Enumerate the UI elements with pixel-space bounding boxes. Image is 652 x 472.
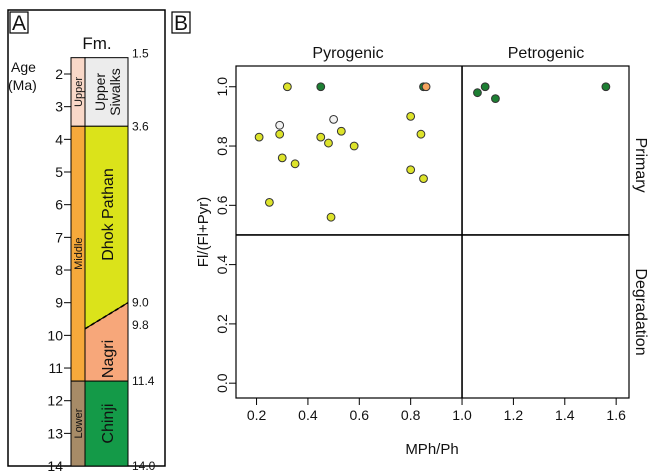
data-point-6 (329, 114, 339, 124)
boundary-age-9-8: 9.8 (132, 318, 149, 332)
x-tick-label-0-2: 0.2 (247, 407, 267, 423)
boundary-age-14-0: 14.0 (132, 459, 156, 472)
data-point-16 (326, 212, 336, 222)
boundary-age-9-0: 9.0 (132, 296, 149, 310)
y-tick-label-0-8: 0.8 (214, 136, 230, 156)
formation-nagri-label: Nagri (100, 340, 117, 378)
data-point-20 (419, 174, 428, 184)
data-point-19 (406, 165, 416, 175)
formation-header: Fm. (82, 34, 111, 53)
age-tick-label-14: 14 (47, 458, 63, 472)
boundary-age-11-4: 11.4 (132, 374, 155, 388)
x-tick-label-1-4: 1.4 (555, 407, 575, 423)
region-label-petrogenic: Petrogenic (508, 45, 585, 62)
x-tick-label-1-2: 1.2 (504, 407, 524, 423)
region-label-degradation: Degradation (632, 268, 649, 355)
age-tick-label-3: 3 (55, 99, 63, 115)
formation-dhok-pathan-label: Dhok Pathan (100, 168, 117, 261)
x-tick-label-0-4: 0.4 (298, 407, 318, 423)
formation-chinji (84, 380, 129, 467)
scatter-points (254, 82, 611, 222)
epoch-middle-label: Middle (73, 237, 85, 269)
region-label-primary: Primary (632, 137, 649, 192)
y-tick-label-0-0: 0.0 (214, 373, 230, 393)
data-point-4 (421, 82, 431, 92)
data-point-18 (416, 129, 426, 139)
age-axis: 2 3 4 5 6 7 8 9 10 11 12 13 14 (47, 66, 71, 472)
age-tick-label-11: 11 (48, 360, 63, 376)
age-tick-label-2: 2 (55, 66, 63, 82)
data-point-9 (316, 132, 326, 142)
x-axis: 0.2 0.4 0.6 0.8 1.0 1.2 1.4 1.6 (247, 398, 626, 423)
data-point-10 (324, 138, 333, 148)
panel-a: A Fm. Age (Ma) Upper Middle Lower Upper … (7, 9, 166, 472)
data-point-13 (277, 153, 287, 163)
formation-upper-siwalks-label-line2: Siwalks (107, 68, 123, 115)
x-tick-label-0-6: 0.6 (350, 407, 370, 423)
age-tick-label-5: 5 (55, 164, 63, 180)
x-tick-label-1-6: 1.6 (606, 407, 626, 423)
data-point-8 (275, 129, 285, 139)
age-axis-label-line1: Age (11, 59, 36, 75)
age-tick-label-12: 12 (47, 393, 63, 409)
data-point-21 (473, 88, 482, 98)
data-point-15 (264, 197, 274, 207)
plot-frame (235, 65, 630, 399)
data-point-5 (275, 120, 285, 130)
panel-b-label-box (171, 11, 191, 34)
data-point-14 (290, 159, 300, 169)
data-point-24 (601, 82, 611, 92)
region-label-pyrogenic: Pyrogenic (312, 45, 383, 62)
age-tick-label-6: 6 (55, 197, 63, 213)
epoch-upper-label: Upper (73, 77, 85, 107)
y-axis: 0.0 0.2 0.4 0.6 0.8 1.0 (214, 77, 236, 393)
age-tick-label-13: 13 (47, 425, 63, 441)
panel-a-label: A (12, 12, 26, 35)
dhok-pathan-nagri-dashed-boundary (84, 302, 129, 330)
y-axis-label: Fl/(Fl+Pyr) (195, 197, 212, 267)
data-point-12 (349, 141, 359, 151)
panel-b-label: B (174, 12, 188, 35)
age-tick-label-9: 9 (55, 295, 63, 311)
x-axis-label: MPh/Ph (405, 441, 458, 458)
age-tick-label-8: 8 (55, 262, 63, 278)
boundary-age-1-5: 1.5 (132, 47, 149, 61)
data-point-11 (336, 126, 346, 136)
age-tick-label-4: 4 (55, 131, 63, 147)
age-axis-label-line2: (Ma) (8, 77, 37, 93)
y-tick-label-0-6: 0.6 (214, 195, 230, 215)
panel-b: B Pyrogenic Petrogenic Primary Degradati… (171, 11, 649, 458)
x-tick-label-1-0: 1.0 (452, 407, 472, 423)
panel-a-label-box (9, 11, 29, 34)
data-point-17 (406, 111, 416, 121)
epoch-lower-label: Lower (73, 408, 85, 438)
data-point-22 (480, 82, 490, 92)
formation-upper-siwalks-label-line1: Upper (92, 73, 108, 111)
data-point-23 (491, 94, 500, 104)
data-point-7 (254, 132, 264, 142)
y-tick-label-1-0: 1.0 (214, 77, 230, 97)
boundary-age-labels: 1.5 3.6 9.0 9.8 11.4 14.0 (132, 47, 156, 472)
boundary-age-3-6: 3.6 (132, 119, 149, 133)
data-point-2 (316, 82, 326, 92)
formation-chinji-label: Chinji (100, 404, 117, 444)
age-tick-label-10: 10 (47, 327, 63, 343)
y-tick-label-0-2: 0.2 (214, 314, 230, 334)
age-tick-label-7: 7 (55, 229, 63, 245)
x-tick-label-0-8: 0.8 (401, 407, 421, 423)
y-tick-label-0-4: 0.4 (214, 255, 230, 275)
data-point-1 (282, 82, 292, 92)
